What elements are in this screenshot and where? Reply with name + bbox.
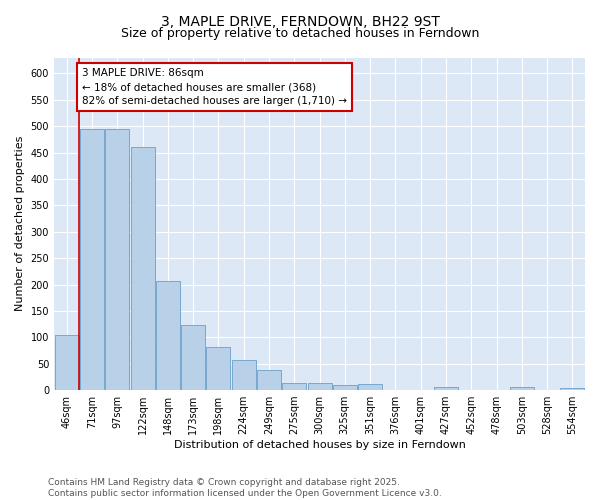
Bar bbox=[510, 388, 534, 390]
Y-axis label: Number of detached properties: Number of detached properties bbox=[15, 136, 25, 312]
Bar bbox=[131, 147, 155, 390]
X-axis label: Distribution of detached houses by size in Ferndown: Distribution of detached houses by size … bbox=[173, 440, 466, 450]
Bar bbox=[105, 129, 129, 390]
Text: Contains HM Land Registry data © Crown copyright and database right 2025.
Contai: Contains HM Land Registry data © Crown c… bbox=[48, 478, 442, 498]
Bar bbox=[206, 347, 230, 390]
Text: Size of property relative to detached houses in Ferndown: Size of property relative to detached ho… bbox=[121, 28, 479, 40]
Bar bbox=[560, 388, 584, 390]
Bar bbox=[257, 370, 281, 390]
Text: 3 MAPLE DRIVE: 86sqm
← 18% of detached houses are smaller (368)
82% of semi-deta: 3 MAPLE DRIVE: 86sqm ← 18% of detached h… bbox=[82, 68, 347, 106]
Bar bbox=[80, 129, 104, 390]
Bar bbox=[181, 325, 205, 390]
Bar bbox=[434, 388, 458, 390]
Bar bbox=[156, 281, 180, 390]
Bar bbox=[308, 383, 332, 390]
Bar bbox=[358, 384, 382, 390]
Bar bbox=[232, 360, 256, 390]
Bar bbox=[282, 383, 306, 390]
Bar bbox=[55, 334, 79, 390]
Text: 3, MAPLE DRIVE, FERNDOWN, BH22 9ST: 3, MAPLE DRIVE, FERNDOWN, BH22 9ST bbox=[161, 15, 439, 29]
Bar bbox=[333, 385, 357, 390]
